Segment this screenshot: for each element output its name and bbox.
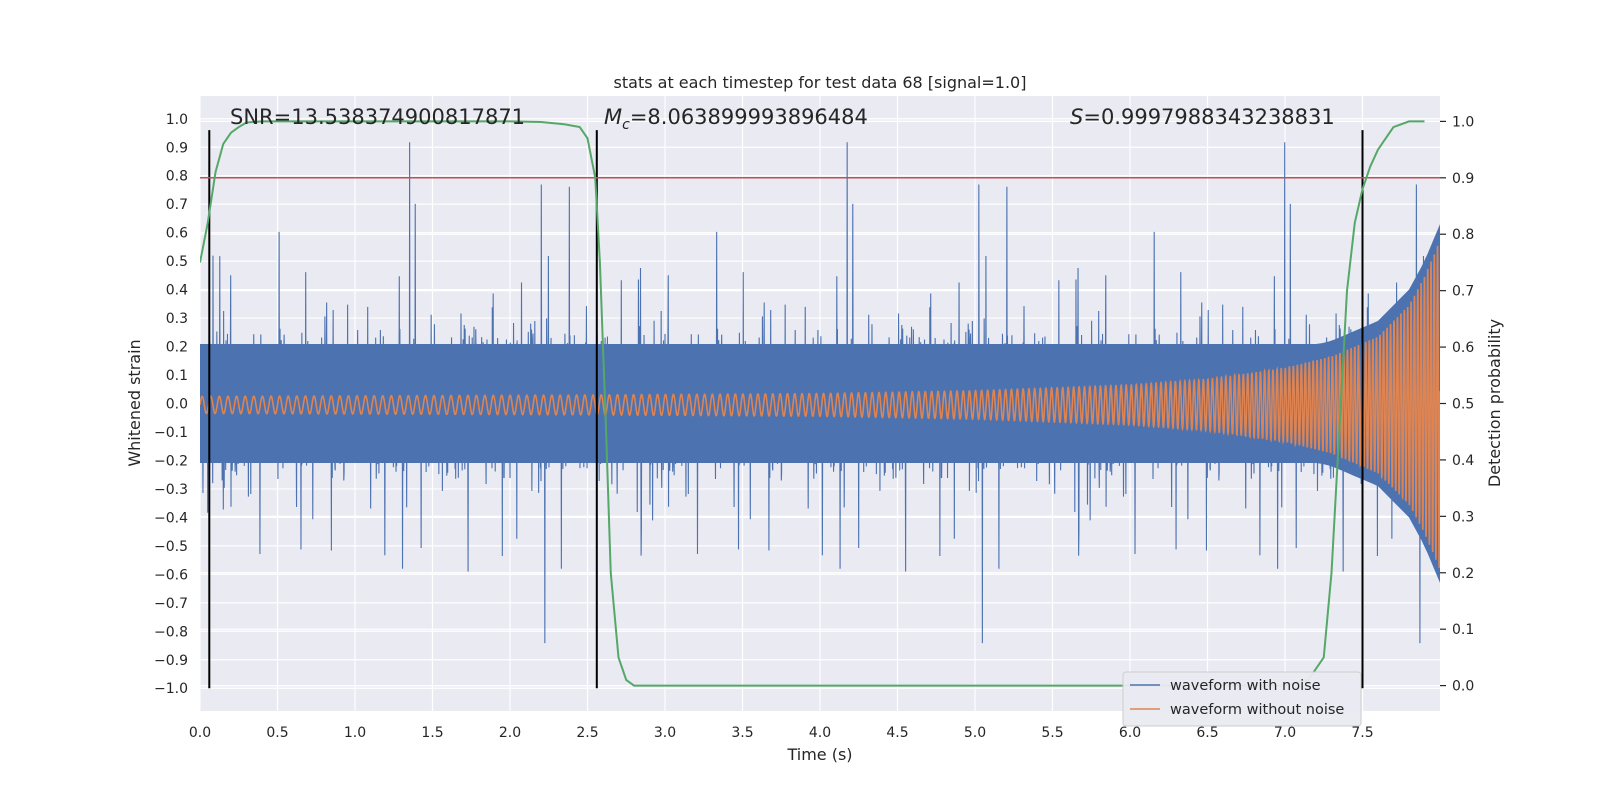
mc-subscript: c	[622, 117, 630, 133]
y-right-tick-label: 0.4	[1452, 453, 1474, 469]
y-right-tick-label: 0.7	[1452, 284, 1474, 300]
x-tick-label: 1.0	[344, 725, 366, 741]
y-left-tick-label: 0.4	[166, 283, 188, 299]
legend-label-noise: waveform with noise	[1170, 678, 1321, 694]
y-left-tick-label: −0.8	[154, 624, 188, 640]
x-tick-label: 0.0	[189, 725, 211, 741]
series-detection-probability	[200, 120, 1425, 687]
x-tick-label: 2.5	[576, 725, 598, 741]
series-waveform-without-noise	[200, 245, 1440, 568]
y-left-tick-label: 1.0	[166, 112, 188, 128]
x-tick-label: 0.5	[266, 725, 288, 741]
y-left-tick-label: 0.1	[166, 368, 188, 384]
y-right-tick-label: 0.5	[1452, 397, 1474, 413]
x-tick-label: 3.0	[654, 725, 676, 741]
s-value: =0.9997988343238831	[1083, 105, 1334, 129]
y-right-tick-label: 0.9	[1452, 171, 1474, 187]
x-tick-label: 4.5	[886, 725, 908, 741]
y-left-tick-label: −1.0	[154, 681, 188, 697]
x-tick-label: 6.0	[1119, 725, 1141, 741]
y-left-tick-label: −0.2	[154, 453, 188, 469]
y-left-tick-label: 0.6	[166, 226, 188, 242]
y-right-tick-label: 0.0	[1452, 679, 1474, 695]
mc-annotation: Mc=8.063899993896484	[604, 105, 868, 133]
y-left-tick-label: −0.1	[154, 425, 188, 441]
y-left-tick-label: 0.5	[166, 254, 188, 270]
x-tick-label: 3.5	[731, 725, 753, 741]
x-tick-label: 4.0	[809, 725, 831, 741]
y-right-tick-label: 0.6	[1452, 340, 1474, 356]
x-tick-label: 5.5	[1041, 725, 1063, 741]
x-tick-label: 1.5	[421, 725, 443, 741]
y-left-tick-label: −0.6	[154, 567, 188, 583]
x-axis-label: Time (s)	[786, 745, 852, 764]
detection-probability-line	[200, 120, 1425, 687]
s-symbol: S	[1070, 105, 1083, 129]
y-left-tick-label: 0.7	[166, 197, 188, 213]
y-left-tick-label: 0.9	[166, 140, 188, 156]
y-left-tick-label: 0.3	[166, 311, 188, 327]
y-right-tick-label: 1.0	[1452, 114, 1474, 130]
legend-box	[1122, 671, 1362, 727]
x-tick-label: 2.0	[499, 725, 521, 741]
y-left-tick-label: −0.4	[154, 510, 188, 526]
x-tick-label: 7.0	[1274, 725, 1296, 741]
waveform-without-noise-line	[200, 245, 1440, 568]
series-waveform-with-noise	[200, 142, 1440, 644]
y-left-tick-label: 0.2	[166, 340, 188, 356]
mc-value: =8.063899993896484	[630, 105, 868, 129]
chart-title: stats at each timestep for test data 68 …	[614, 73, 1027, 92]
y-left-tick-label: −0.7	[154, 596, 188, 612]
y-right-axis-label: Detection probability	[1485, 319, 1504, 487]
y-right-tick-label: 0.1	[1452, 622, 1474, 638]
y-right-axis-ticks: 1.0 0.9 0.8 0.7 0.6 0.5 0.4 0.3 0.2 0.1 0.0	[1440, 114, 1474, 695]
x-tick-label: 6.5	[1196, 725, 1218, 741]
legend-label-clean: waveform without noise	[1170, 702, 1344, 718]
y-right-tick-label: 0.8	[1452, 227, 1474, 243]
y-left-axis-ticks: 1.0 0.9 0.8 0.7 0.6 0.5 0.4 0.3 0.2 0.1 0.0 −0.1 −0.…	[154, 112, 188, 697]
y-left-tick-label: 0.0	[166, 397, 188, 413]
y-right-tick-label: 0.3	[1452, 509, 1474, 525]
y-left-tick-label: −0.3	[154, 482, 188, 498]
mc-symbol: M	[604, 105, 622, 129]
x-tick-label: 5.0	[964, 725, 986, 741]
y-left-tick-label: −0.9	[154, 653, 188, 669]
waveform-with-noise-band	[200, 224, 1440, 583]
y-right-tick-label: 0.2	[1452, 566, 1474, 582]
x-axis-ticks: 0.0 0.5 1.0 1.5 2.0 2.5 3.0 3.5 4.0 4.5 5.0 5.5 6.0 6…	[189, 725, 1374, 741]
s-annotation: S=0.9997988343238831	[1070, 105, 1335, 129]
legend: waveform with noise waveform without noi…	[1122, 671, 1362, 727]
x-tick-label: 7.5	[1351, 725, 1373, 741]
y-left-axis-label: Whitened strain	[125, 339, 144, 466]
y-left-tick-label: −0.5	[154, 539, 188, 555]
snr-annotation: SNR=13.538374900817871	[230, 105, 525, 129]
y-left-tick-label: 0.8	[166, 169, 188, 185]
